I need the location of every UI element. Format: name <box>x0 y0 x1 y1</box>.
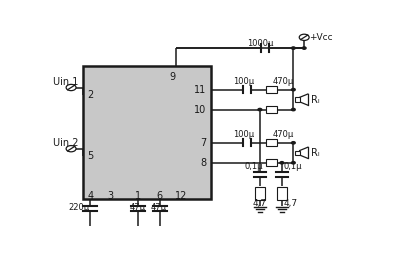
Circle shape <box>258 108 262 111</box>
Bar <box>255 187 265 200</box>
Circle shape <box>302 47 306 49</box>
Circle shape <box>292 162 295 164</box>
Text: 1000μ: 1000μ <box>247 39 273 48</box>
Bar <box>277 187 287 200</box>
Circle shape <box>299 34 309 40</box>
Text: 2: 2 <box>87 90 94 100</box>
Text: 100μ: 100μ <box>233 131 254 139</box>
Bar <box>266 159 277 166</box>
Text: 8: 8 <box>200 158 206 168</box>
Circle shape <box>66 84 76 91</box>
Text: Uin 2: Uin 2 <box>53 138 78 148</box>
Text: 4: 4 <box>87 191 93 201</box>
Bar <box>266 139 277 146</box>
Bar <box>266 106 277 113</box>
Text: 10: 10 <box>194 105 206 115</box>
Circle shape <box>66 146 76 152</box>
Text: 0,1μ: 0,1μ <box>284 162 302 171</box>
Bar <box>266 86 277 93</box>
Text: Uin 1: Uin 1 <box>53 77 78 87</box>
Text: 7: 7 <box>200 138 206 148</box>
Text: 12: 12 <box>176 191 188 201</box>
Text: 47μ: 47μ <box>129 203 145 212</box>
Text: 1: 1 <box>135 191 141 201</box>
Text: Rₗ: Rₗ <box>311 94 319 105</box>
Bar <box>295 97 300 102</box>
Text: +Vcc: +Vcc <box>309 33 332 42</box>
Text: 9: 9 <box>170 72 176 82</box>
Text: 4,7: 4,7 <box>284 199 298 209</box>
Text: 47μ: 47μ <box>151 203 167 212</box>
Circle shape <box>292 108 295 111</box>
Text: 470μ: 470μ <box>272 77 294 86</box>
Text: 6: 6 <box>157 191 163 201</box>
Bar <box>82 66 211 199</box>
Circle shape <box>292 88 295 91</box>
Circle shape <box>292 142 295 144</box>
Circle shape <box>280 162 284 164</box>
Text: 220μ: 220μ <box>68 203 89 212</box>
Bar <box>295 151 300 155</box>
Text: 4,7: 4,7 <box>252 199 266 209</box>
Text: 470μ: 470μ <box>272 131 294 139</box>
Circle shape <box>292 47 295 49</box>
Text: 3: 3 <box>108 191 114 201</box>
Text: 11: 11 <box>194 85 206 95</box>
Text: 100μ: 100μ <box>233 77 254 86</box>
Text: Rₗ: Rₗ <box>311 148 319 158</box>
Text: 0,1μ: 0,1μ <box>245 162 264 171</box>
Text: 5: 5 <box>87 151 94 161</box>
